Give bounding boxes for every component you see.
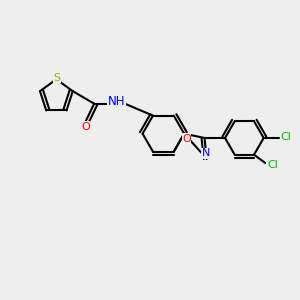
Text: Cl: Cl	[280, 132, 291, 142]
Text: NH: NH	[108, 95, 125, 108]
Text: O: O	[182, 134, 191, 144]
Text: N: N	[202, 148, 210, 158]
Text: Cl: Cl	[267, 160, 278, 170]
Text: S: S	[53, 73, 61, 83]
Text: O: O	[81, 122, 90, 132]
